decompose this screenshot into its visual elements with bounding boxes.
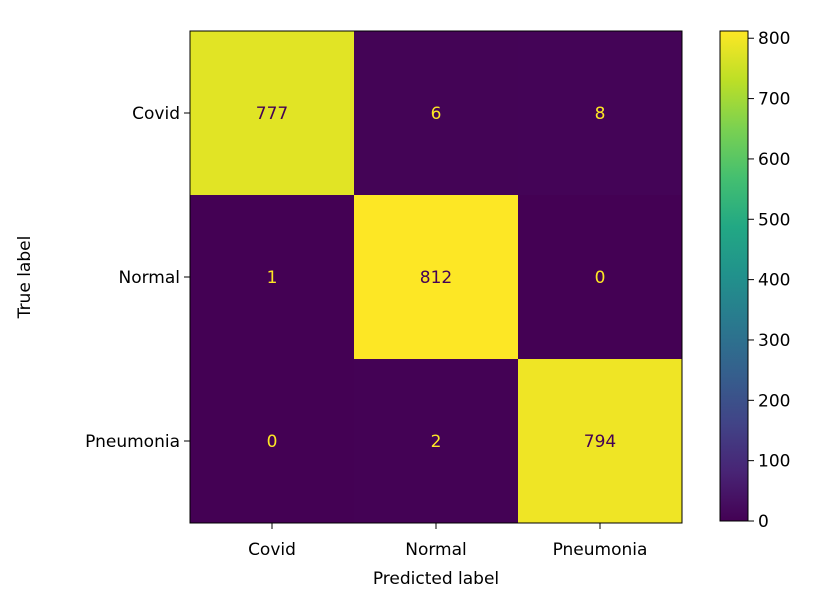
heatmap-cell: [190, 195, 354, 359]
y-tick-label: Covid: [132, 104, 180, 124]
y-axis-label: True label: [15, 236, 35, 320]
colorbar-tick-label: 200: [758, 391, 790, 411]
heatmap-cell: [518, 31, 682, 195]
colorbar-tick-label: 100: [758, 452, 790, 472]
cell-value-label: 1: [267, 268, 278, 288]
cell-value-label: 794: [584, 432, 616, 452]
colorbar-tick-label: 600: [758, 150, 790, 170]
colorbar-tick-label: 700: [758, 90, 790, 110]
heatmap-cells: [190, 31, 682, 523]
heatmap-cell: [354, 359, 518, 523]
heatmap-cell: [190, 31, 354, 195]
colorbar-tick-label: 0: [758, 512, 769, 532]
colorbar-tick-label: 800: [758, 29, 790, 49]
colorbar: [719, 30, 749, 522]
cell-value-label: 0: [595, 268, 606, 288]
x-tick-label: Normal: [405, 540, 467, 560]
x-tick-label: Pneumonia: [553, 540, 648, 560]
x-tick-label: Covid: [248, 540, 296, 560]
cell-value-label: 6: [431, 104, 442, 124]
cell-value-labels: 777 6 8 1 812 0 0 2 794: [256, 104, 616, 452]
heatmap-cell: [354, 31, 518, 195]
heatmap-cell: [190, 359, 354, 523]
x-axis: Covid Normal Pneumonia: [248, 523, 647, 560]
heatmap-cell: [518, 359, 682, 523]
heatmap-cell: [518, 195, 682, 359]
y-tick-label: Pneumonia: [85, 432, 180, 452]
heatmap-cell: [354, 195, 518, 359]
colorbar-ticks: 0 100 200 300 400 500 600 700 800: [748, 29, 790, 532]
cell-value-label: 812: [420, 268, 452, 288]
cell-value-label: 8: [595, 104, 606, 124]
cell-value-label: 2: [431, 432, 442, 452]
x-axis-label: Predicted label: [373, 569, 499, 589]
cell-value-label: 777: [256, 104, 288, 124]
y-axis: Covid Normal Pneumonia: [85, 104, 190, 452]
y-tick-label: Normal: [118, 268, 180, 288]
cell-value-label: 0: [267, 432, 278, 452]
colorbar-tick-label: 400: [758, 271, 790, 291]
colorbar-tick-label: 500: [758, 210, 790, 230]
colorbar-tick-label: 300: [758, 331, 790, 351]
